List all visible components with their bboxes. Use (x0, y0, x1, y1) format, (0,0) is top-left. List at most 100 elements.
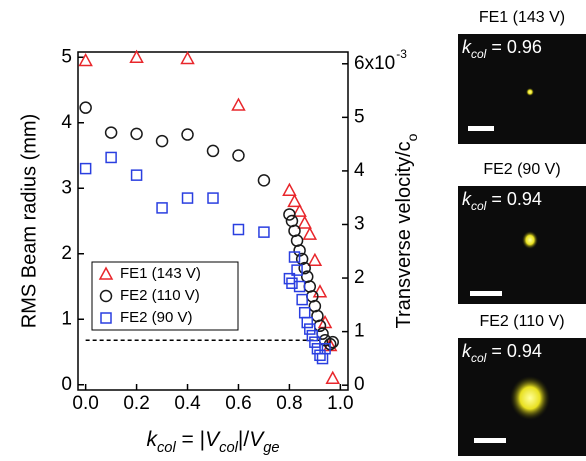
y2-axis-label: Transverse velocity/co (393, 133, 419, 328)
marker-circle (181, 128, 194, 141)
x-axis-label-part: ge (263, 440, 279, 456)
y2-tick-label: 4 (354, 160, 365, 181)
image-panel (458, 186, 586, 304)
x-axis-label-part: V (249, 428, 265, 451)
marker-square (304, 323, 316, 335)
marker-square (301, 316, 313, 329)
marker-triangle (287, 193, 302, 208)
scale-bar (468, 126, 494, 131)
y2-tick-label: 0 (354, 374, 365, 395)
x-tick-label: 0.6 (225, 393, 251, 414)
x-tick-label: 0.0 (72, 393, 98, 414)
k-value: = 0.94 (486, 341, 542, 361)
marker-circle (283, 208, 296, 221)
marker-square (130, 169, 143, 181)
beam-spot (526, 88, 534, 96)
marker-triangle (307, 252, 323, 267)
marker-circle (326, 335, 339, 349)
image-k-label: kcol = 0.94 (462, 189, 542, 213)
y-tick-label: 0 (61, 374, 72, 395)
y2-exponent: -3 (396, 47, 407, 61)
marker-triangle (302, 226, 318, 240)
image-panel (458, 34, 586, 144)
legend-label: FE2 (110 V) (120, 287, 200, 304)
marker-circle (79, 101, 92, 114)
marker-square (181, 192, 194, 204)
marker-square (232, 223, 245, 236)
marker-square (286, 277, 298, 289)
image-k-label: kcol = 0.96 (462, 37, 542, 61)
scale-bar (470, 291, 502, 296)
image-title: FE2 (90 V) (483, 161, 560, 178)
marker-triangle (180, 50, 195, 65)
y-tick-label: 1 (61, 308, 72, 329)
marker-circle (298, 261, 311, 275)
legend-box (91, 261, 239, 331)
marker-circle (104, 126, 118, 139)
beam-spot (522, 231, 538, 249)
k-value: = 0.96 (486, 37, 542, 57)
y-tick-label: 5 (61, 46, 72, 67)
k-subscript: col (471, 351, 487, 365)
x-axis-label-part: col (157, 440, 177, 456)
beam-spot (510, 376, 550, 420)
scale-bar (474, 438, 506, 443)
y2-axis-label-part: Transverse velocity/c (393, 141, 415, 328)
x-tick-label: 0.4 (174, 393, 201, 414)
marker-triangle (297, 215, 312, 229)
marker-triangle (98, 266, 114, 280)
marker-circle (155, 134, 169, 148)
k-subscript: col (471, 199, 487, 213)
marker-circle (232, 149, 245, 162)
image-title: FE2 (110 V) (479, 313, 564, 330)
x-tick-label: 0.8 (276, 393, 302, 414)
x-tick-label: 0.2 (123, 393, 149, 414)
k-subscript: col (471, 47, 487, 61)
marker-square (319, 342, 331, 355)
x-axis-label-part: col (219, 440, 239, 456)
marker-square (316, 352, 329, 365)
marker-circle (130, 127, 143, 141)
x-axis-label-part: V (205, 428, 221, 451)
y-tick-label: 2 (61, 243, 72, 264)
x-axis-label-part: = | (176, 428, 205, 451)
marker-triangle (231, 97, 246, 111)
y-axis-label: RMS Beam radius (mm) (18, 114, 40, 328)
marker-square (105, 151, 117, 164)
plot-frame (77, 51, 349, 391)
y2-tick-label: 1 (354, 321, 365, 342)
y-tick-label: 4 (61, 112, 72, 133)
marker-square (288, 251, 301, 263)
marker-triangle (129, 49, 144, 63)
x-axis-label-part: |/ (238, 428, 249, 451)
legend-label: FE1 (143 V) (120, 265, 201, 282)
x-axis-label: kcol = |Vcol|/Vge (146, 428, 279, 456)
marker-square (156, 202, 168, 214)
y-tick-label: 3 (61, 177, 72, 198)
marker-triangle (312, 284, 328, 298)
k-symbol: k (462, 189, 472, 209)
marker-square (100, 312, 112, 324)
marker-square (291, 264, 303, 276)
marker-triangle (325, 370, 340, 384)
marker-square (258, 226, 270, 238)
marker-square (306, 329, 319, 342)
marker-square (79, 162, 92, 175)
x-tick-label: 1.0 (327, 393, 353, 414)
image-title: FE1 (143 V) (479, 9, 565, 26)
image-k-label: kcol = 0.94 (462, 341, 542, 365)
marker-triangle (292, 203, 307, 217)
y2-tick-label: 3 (354, 213, 365, 234)
y2-axis-label-part: o (404, 133, 420, 141)
marker-triangle (78, 52, 93, 67)
y2-tick-label: 6x10 (354, 53, 395, 74)
marker-square (293, 280, 306, 293)
k-symbol: k (462, 341, 472, 361)
legend-label: FE2 (90 V) (120, 309, 193, 326)
marker-square (298, 306, 311, 319)
marker-square (311, 342, 324, 355)
y2-tick-label: 5 (354, 106, 365, 127)
marker-circle (257, 174, 271, 187)
k-value: = 0.94 (486, 189, 542, 209)
